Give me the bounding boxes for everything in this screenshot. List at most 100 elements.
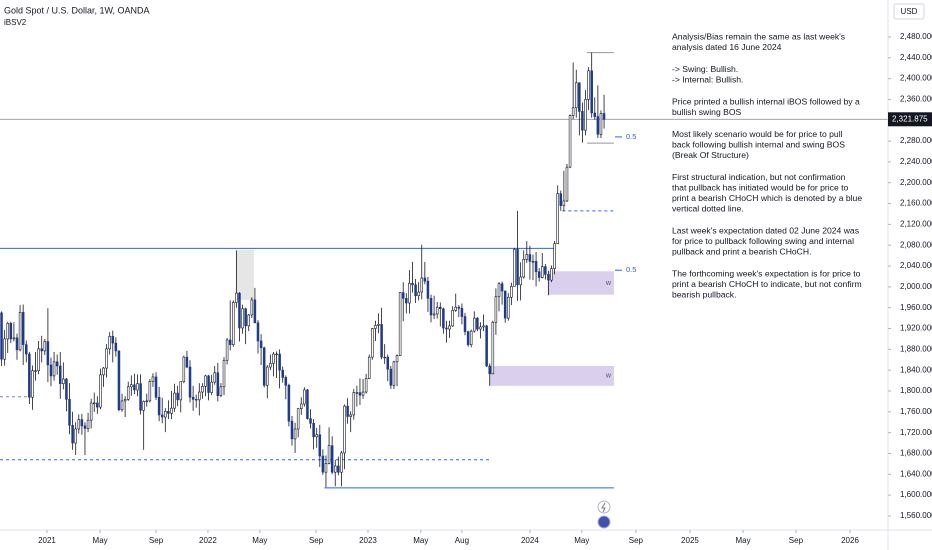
candle-body bbox=[333, 465, 337, 473]
candle-body bbox=[571, 107, 575, 116]
candle-body bbox=[173, 392, 176, 409]
candle-body bbox=[318, 434, 322, 457]
candle-body bbox=[37, 348, 40, 371]
candle-body bbox=[596, 116, 600, 135]
y-tick-label: 1,800.000 bbox=[900, 386, 932, 395]
x-tick-label: 2024 bbox=[521, 536, 539, 545]
candle-body bbox=[367, 356, 371, 379]
x-tick-label: 2023 bbox=[359, 536, 377, 545]
candle-body bbox=[562, 200, 566, 206]
candle-body bbox=[62, 378, 65, 385]
candle-body bbox=[232, 302, 235, 345]
candle-body bbox=[349, 414, 352, 417]
candle-body bbox=[439, 306, 442, 310]
candle-body bbox=[15, 337, 19, 351]
x-tick-label: May bbox=[93, 536, 108, 545]
event-icon-glyph bbox=[601, 502, 606, 513]
candle-body bbox=[130, 384, 133, 388]
candle-body bbox=[510, 286, 513, 298]
candle-body bbox=[65, 378, 68, 400]
candle-body bbox=[346, 405, 349, 417]
candle-body bbox=[80, 419, 84, 427]
y-tick-label: 2,400.000 bbox=[900, 74, 932, 83]
candle-body bbox=[590, 70, 593, 114]
candle-body bbox=[602, 113, 606, 120]
candle-body bbox=[540, 266, 544, 278]
candle-body bbox=[420, 277, 424, 293]
candle-body bbox=[568, 115, 572, 168]
candle-body bbox=[235, 292, 238, 303]
annotation-line: bearish pullback. bbox=[672, 289, 737, 299]
candle-body bbox=[278, 353, 281, 371]
candle-body bbox=[448, 325, 451, 330]
candle-body bbox=[49, 364, 53, 377]
candle-body bbox=[408, 282, 411, 304]
candle-body bbox=[43, 341, 47, 352]
candle-body bbox=[556, 193, 559, 244]
candle-body bbox=[401, 292, 405, 299]
candle-body bbox=[534, 261, 538, 273]
candle-body bbox=[272, 353, 275, 364]
x-tick-label: Sep bbox=[149, 536, 164, 545]
candle-body bbox=[460, 307, 464, 317]
annotation-line: Price printed a bullish internal iBOS fo… bbox=[672, 96, 860, 106]
y-tick-label: 1,720.000 bbox=[900, 428, 932, 437]
candle-body bbox=[71, 425, 74, 444]
currency-box[interactable] bbox=[893, 3, 925, 20]
event-icons[interactable] bbox=[597, 500, 611, 529]
last-price-label: 2,321.875 bbox=[892, 114, 928, 123]
candle-body bbox=[83, 425, 87, 429]
candle-body bbox=[485, 325, 488, 367]
candle-body bbox=[210, 381, 213, 393]
candle-body bbox=[321, 455, 325, 473]
candle-body bbox=[374, 325, 377, 329]
candle-body bbox=[435, 306, 439, 315]
event-icon[interactable] bbox=[597, 500, 611, 514]
candle-body bbox=[266, 366, 269, 386]
y-tick-label: 2,480.000 bbox=[900, 32, 932, 41]
candle-body bbox=[207, 375, 210, 393]
candle-body bbox=[330, 445, 334, 473]
candle-body bbox=[306, 389, 309, 419]
x-tick-label: Sep bbox=[309, 536, 324, 545]
candle-body bbox=[275, 353, 278, 356]
candle-body bbox=[469, 330, 473, 345]
candle-body bbox=[398, 292, 402, 356]
candle-body bbox=[559, 193, 563, 206]
candle-body bbox=[392, 361, 396, 386]
candle-body bbox=[491, 321, 495, 375]
candle-body bbox=[102, 367, 105, 376]
chart-title: Gold Spot / U.S. Dollar, 1W, OANDA bbox=[4, 5, 150, 15]
candle-body bbox=[247, 314, 250, 327]
candle-body bbox=[587, 70, 590, 100]
zone bbox=[236, 249, 254, 300]
y-tick-label: 2,040.000 bbox=[900, 261, 932, 270]
x-tick-label: 2026 bbox=[841, 536, 859, 545]
candle-body bbox=[120, 400, 124, 411]
annotation-line: bullish swing BOS bbox=[672, 107, 742, 117]
candle-body bbox=[253, 299, 257, 324]
x-tick-label: May bbox=[413, 536, 428, 545]
candle-body bbox=[578, 82, 581, 112]
candle-body bbox=[522, 258, 525, 278]
candle-body bbox=[148, 381, 152, 402]
candle-body bbox=[544, 266, 547, 275]
candle-body bbox=[117, 350, 121, 411]
candle-body bbox=[225, 339, 229, 361]
candle-body bbox=[194, 399, 198, 401]
candle-body bbox=[411, 282, 414, 286]
event-icon[interactable] bbox=[597, 515, 611, 529]
candle-body bbox=[123, 399, 127, 402]
candle-body bbox=[176, 392, 179, 401]
candle-body bbox=[287, 384, 291, 422]
y-tick-label: 2,000.000 bbox=[900, 282, 932, 291]
candle-body bbox=[488, 365, 491, 375]
y-tick-label: 2,160.000 bbox=[900, 199, 932, 208]
candle-body bbox=[269, 363, 272, 368]
candle-body bbox=[92, 402, 96, 405]
annotation-line: -> Internal: Bullish. bbox=[672, 74, 743, 84]
last-price-box bbox=[888, 112, 932, 127]
candle-body bbox=[222, 359, 226, 388]
